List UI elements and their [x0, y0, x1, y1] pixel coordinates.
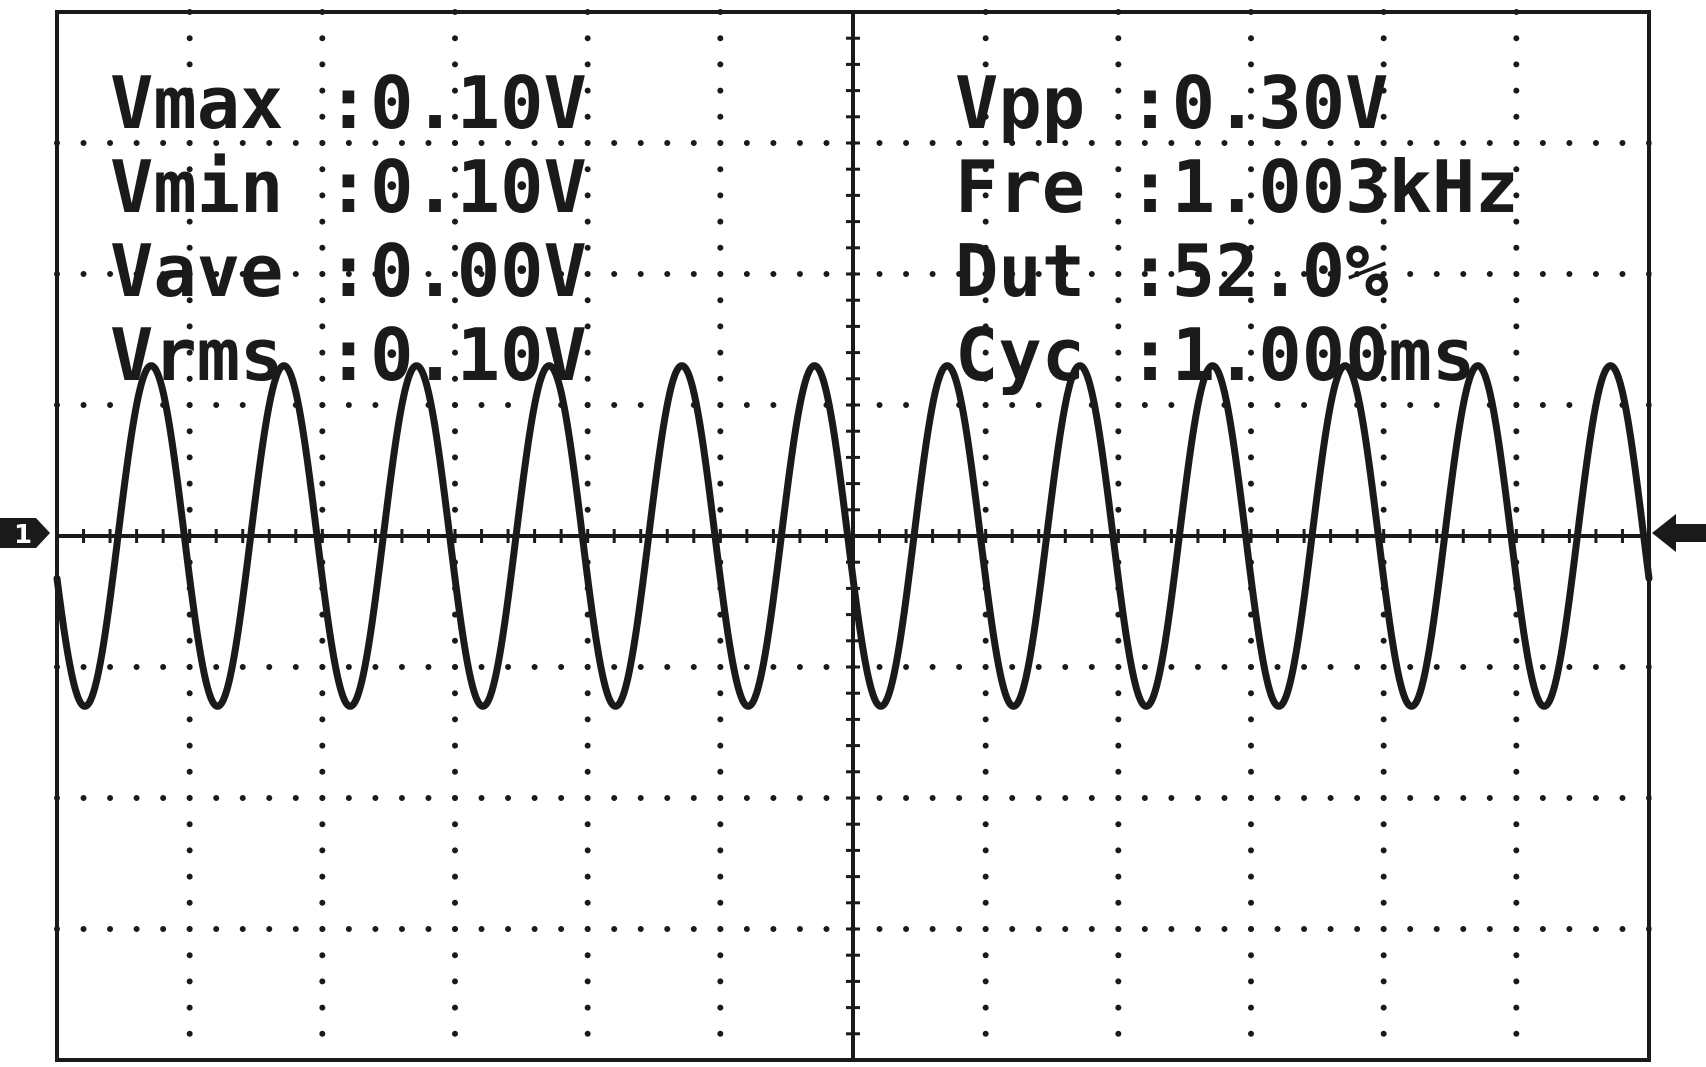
channel-marker: 1 — [0, 518, 50, 550]
readout-cyc: Cyc :1.000ms — [955, 313, 1475, 397]
readout-fre: Fre :1.003kHz — [955, 145, 1519, 229]
trigger-marker — [1652, 514, 1706, 552]
readout-dut: Dut :52.0% — [955, 229, 1388, 313]
readout-vmax: Vmax :0.10V — [110, 61, 587, 145]
signal-trace — [53, 362, 1653, 710]
readout-vpp: Vpp :0.30V — [955, 61, 1388, 145]
readout-vrms: Vrms :0.10V — [110, 313, 587, 397]
readout-vmin: Vmin :0.10V — [110, 145, 587, 229]
graticule-frame — [55, 10, 1651, 1062]
readout-vave: Vave :0.00V — [110, 229, 587, 313]
channel-marker-label: 1 — [14, 520, 32, 550]
trigger-arrow-icon — [1652, 514, 1706, 552]
channel-marker-tab — [0, 518, 50, 548]
